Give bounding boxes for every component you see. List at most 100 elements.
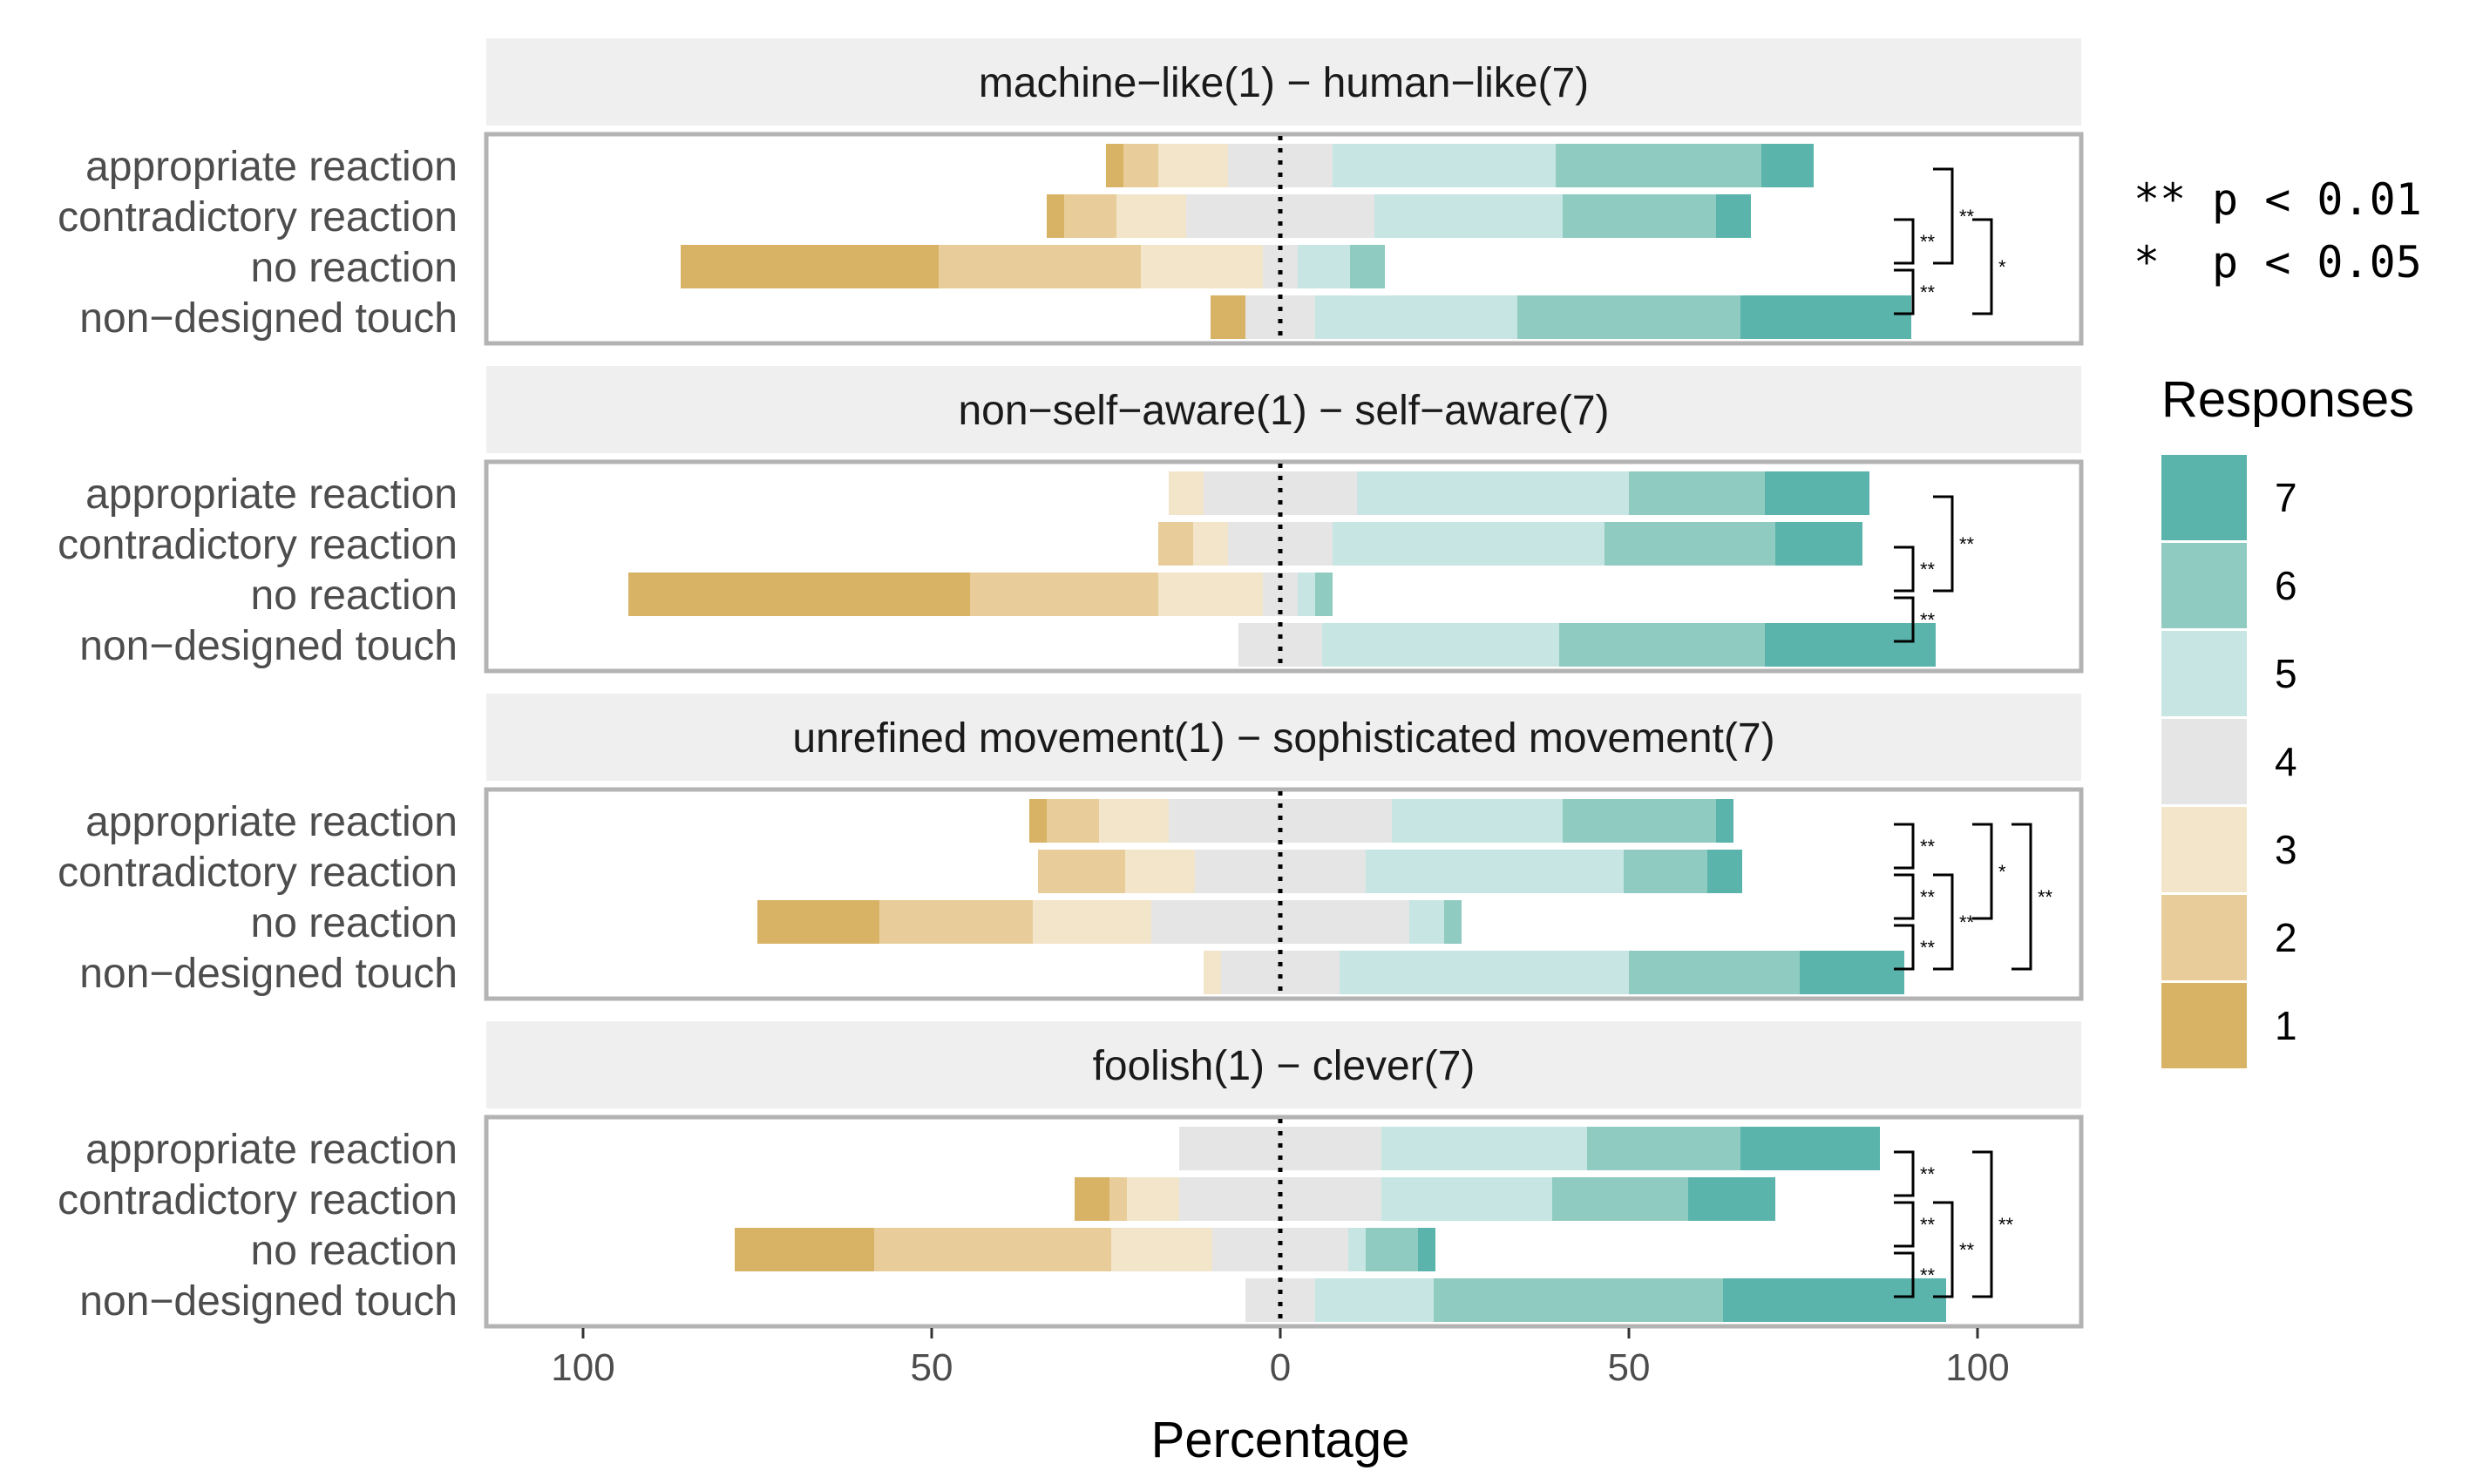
significance-mark: **: [1998, 1214, 2014, 1236]
panels: machine−like(1) − human−like(7) appropria…: [58, 38, 2084, 1329]
row-label: no reaction: [251, 1228, 458, 1274]
bar-segment-level-4: [1186, 194, 1374, 238]
bar-segment-level-7: [1740, 1127, 1880, 1170]
significance-mark: **: [1959, 533, 1975, 555]
bar-segment-level-5: [1381, 1177, 1552, 1221]
bar-segment-level-3: [1158, 573, 1263, 616]
x-axis: Percentage 100 50 0 50 100: [551, 1328, 2010, 1468]
significance-bracket: [1933, 1201, 1954, 1298]
row-label: non−designed touch: [79, 951, 458, 997]
bar-segment-level-7: [1418, 1228, 1435, 1271]
legend-title: Responses: [2161, 371, 2414, 428]
significance-mark: **: [1920, 1163, 1936, 1185]
bar-segment-level-4: [1263, 245, 1298, 288]
bar-segment-level-2: [1109, 1177, 1127, 1221]
panel-strip: [486, 366, 2081, 453]
sig-key-symbol: **: [2134, 174, 2186, 225]
bar-segment-level-3: [1099, 799, 1169, 843]
bar-segment-level-2: [1047, 799, 1099, 843]
legend-label-1: 1: [2275, 1003, 2297, 1048]
significance-bracket: [1933, 873, 1954, 971]
significance-bracket: [1972, 1150, 1993, 1298]
significance-mark: *: [1998, 256, 2006, 278]
bar-segment-level-7: [1775, 522, 1862, 566]
significance-mark: **: [1920, 836, 1936, 857]
bar-segment-level-3: [1158, 144, 1228, 187]
significance-bracket: [1894, 545, 1915, 593]
row-label: appropriate reaction: [85, 144, 458, 190]
bar-segment-level-2: [939, 245, 1141, 288]
bar-segment-level-5: [1298, 245, 1350, 288]
row-label: non−designed touch: [79, 295, 458, 342]
bar-segment-level-5: [1366, 850, 1624, 893]
row-label: no reaction: [251, 900, 458, 946]
sig-key-symbol: *: [2134, 237, 2160, 288]
bar-segment-level-6: [1563, 194, 1716, 238]
bar-segment-level-6: [1559, 623, 1765, 667]
x-tick-label: 50: [911, 1346, 953, 1389]
bar-segment-level-6: [1629, 471, 1765, 515]
legend-label-2: 2: [2275, 915, 2297, 960]
significance-bracket: [1894, 1251, 1915, 1298]
significance-mark: *: [1998, 861, 2006, 883]
significance-mark: **: [1920, 281, 1936, 303]
bar-segment-level-4: [1212, 1228, 1348, 1271]
bar-segment-level-2: [1123, 144, 1158, 187]
legend-swatch-1: [2161, 983, 2247, 1068]
legend-swatch-6: [2161, 543, 2247, 628]
bar-segment-level-6: [1315, 573, 1333, 616]
x-axis-title: Percentage: [1151, 1412, 1410, 1468]
legend-swatch-3: [2161, 807, 2247, 892]
panel-4: foolish(1) − clever(7) appropriate reacti…: [58, 1021, 2084, 1329]
significance-bracket: [2012, 823, 2032, 971]
bar-segment-level-6: [1350, 245, 1385, 288]
row-label: contradictory reaction: [58, 522, 458, 568]
row-label: non−designed touch: [79, 1278, 458, 1325]
bar-segment-level-1: [1029, 799, 1047, 843]
bar-segment-level-6: [1366, 1228, 1418, 1271]
sig-key-text: p < 0.05: [2212, 237, 2422, 288]
significance-bracket: [1894, 218, 1915, 265]
significance-mark: **: [1920, 559, 1936, 580]
legend-label-4: 4: [2275, 739, 2297, 784]
bar-segment-level-4: [1151, 900, 1409, 944]
bar-segment-level-5: [1315, 1278, 1434, 1322]
bar-segment-level-1: [1075, 1177, 1109, 1221]
panel-strip: [486, 1021, 2081, 1108]
bar-segment-level-7: [1723, 1278, 1946, 1322]
significance-mark: **: [2038, 886, 2053, 908]
bar-segment-level-6: [1629, 951, 1800, 994]
x-tick-label: 100: [1945, 1346, 2009, 1389]
row-label: appropriate reaction: [85, 1127, 458, 1173]
bar-segment-level-2: [1158, 522, 1193, 566]
panel-2: non−self−aware(1) − self−aware(7) appropr…: [58, 366, 2084, 674]
significance-mark: **: [1920, 1264, 1936, 1286]
panel-3: unrefined movement(1) − sophisticated mo…: [58, 694, 2084, 1001]
bar-segment-level-5: [1340, 951, 1629, 994]
legend-label-7: 7: [2275, 475, 2297, 520]
legend-swatch-2: [2161, 895, 2247, 980]
bar-segment-level-6: [1604, 522, 1775, 566]
row-label: contradictory reaction: [58, 850, 458, 896]
bar-segment-level-5: [1315, 295, 1517, 339]
bar-segment-level-5: [1392, 799, 1563, 843]
bar-segment-level-7: [1765, 471, 1869, 515]
bar-segment-level-6: [1624, 850, 1707, 893]
bar-segment-level-6: [1517, 295, 1740, 339]
bar-segment-level-3: [1033, 900, 1151, 944]
row-label: contradictory reaction: [58, 194, 458, 241]
bar-segment-level-3: [1127, 1177, 1179, 1221]
sig-key-text: p < 0.01: [2212, 174, 2422, 225]
panel-title: foolish(1) − clever(7): [1093, 1043, 1476, 1089]
panel-1: machine−like(1) − human−like(7) appropria…: [58, 38, 2084, 346]
bar-segment-level-5: [1409, 900, 1444, 944]
bar-segment-level-1: [1047, 194, 1064, 238]
row-label: no reaction: [251, 573, 458, 619]
bar-segment-level-5: [1348, 1228, 1366, 1271]
significance-bracket: [1894, 873, 1915, 920]
bar-segment-level-3: [1125, 850, 1195, 893]
significance-mark: **: [1920, 886, 1936, 908]
legend-swatch-4: [2161, 719, 2247, 804]
bar-segment-level-7: [1740, 295, 1911, 339]
